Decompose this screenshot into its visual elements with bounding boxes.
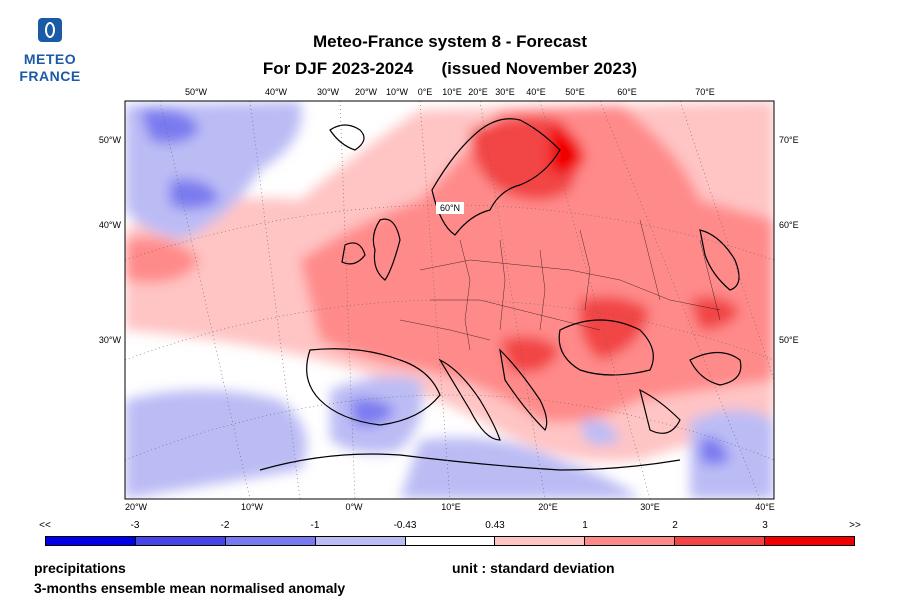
top-tick-label: 60°E <box>617 87 637 97</box>
top-tick-label: 50°W <box>185 87 208 97</box>
bottom-tick-label: 20°W <box>125 502 148 512</box>
top-tick-label: 30°E <box>495 87 515 97</box>
bottom-tick-label: 10°E <box>441 502 461 512</box>
legend-swatch <box>405 537 496 545</box>
legend-tick-label: -3 <box>130 520 140 531</box>
legend-colorbar <box>45 536 855 546</box>
right-tick-label: 70°E <box>779 135 799 145</box>
top-tick-label: 20°E <box>468 87 488 97</box>
unit-label: unit : standard deviation <box>452 560 615 576</box>
right-tick-label: 60°E <box>779 220 799 230</box>
logo-emblem-icon <box>38 18 62 42</box>
legend-swatch <box>315 537 406 545</box>
legend-swatch <box>495 537 586 545</box>
top-tick-label: 20°W <box>355 87 378 97</box>
bottom-tick-label: 0°W <box>345 502 363 512</box>
legend-swatch <box>135 537 226 545</box>
chart-title: Meteo-France system 8 - Forecast <box>313 32 587 51</box>
meteo-france-logo: METEO FRANCE <box>14 14 86 86</box>
legend-tick-label: -2 <box>220 520 230 531</box>
legend-tick-label: 1 <box>582 520 588 531</box>
chart-subtitle: For DJF 2023-2024 (issued November 2023) <box>262 59 638 78</box>
legend-tick-label: >> <box>849 520 861 531</box>
variable-label: precipitations <box>34 560 126 576</box>
latitude-label: 60°N <box>440 203 460 213</box>
legend-tick-label: 0.43 <box>485 520 505 531</box>
legend-tick-label: 3 <box>762 520 768 531</box>
legend-swatch <box>675 537 766 545</box>
legend-tick-label: << <box>39 520 51 531</box>
top-tick-label: 0°E <box>418 87 433 97</box>
logo-text-line2: FRANCE <box>19 68 81 84</box>
bottom-tick-label: 20°E <box>538 502 558 512</box>
legend-swatch <box>225 537 316 545</box>
country-borders <box>399 219 721 351</box>
bottom-tick-label: 40°E <box>755 502 775 512</box>
legend-tick-label: -1 <box>310 520 320 531</box>
top-longitude-ticks: 50°W 40°W 30°W 20°W 10°W 0°E 10°E 20°E 30°E 40°E 5… <box>185 87 715 97</box>
coastlines <box>259 118 742 471</box>
logo-text-line1: METEO <box>23 51 77 67</box>
top-tick-label: 50°E <box>565 87 585 97</box>
top-tick-label: 10°E <box>442 87 462 97</box>
graticule <box>125 101 774 499</box>
top-tick-label: 40°E <box>526 87 546 97</box>
top-tick-label: 70°E <box>695 87 715 97</box>
top-tick-label: 40°W <box>265 87 288 97</box>
bottom-tick-label: 10°W <box>241 502 264 512</box>
legend-tick-label: 2 <box>672 520 678 531</box>
left-tick-label: 50°W <box>99 135 122 145</box>
latitude-label-bg <box>436 202 464 214</box>
left-longitude-ticks: 50°W 40°W 30°W <box>99 135 122 345</box>
right-longitude-ticks: 70°E 60°E 50°E <box>779 135 799 345</box>
bottom-longitude-ticks: 20°W 10°W 0°W 10°E 20°E 30°E 40°E <box>125 502 775 512</box>
top-tick-label: 10°W <box>386 87 409 97</box>
bottom-tick-label: 30°E <box>640 502 660 512</box>
anomaly-field <box>125 101 774 499</box>
map-frame <box>124 100 775 500</box>
description-label: 3-months ensemble mean normalised anomal… <box>34 580 346 596</box>
left-tick-label: 40°W <box>99 220 122 230</box>
legend-swatch <box>46 537 136 545</box>
left-tick-label: 30°W <box>99 335 122 345</box>
top-tick-label: 30°W <box>317 87 340 97</box>
legend-swatch <box>585 537 676 545</box>
legend-swatch <box>765 537 855 545</box>
right-tick-label: 50°E <box>779 335 799 345</box>
legend-tick-label: -0.43 <box>393 520 417 531</box>
